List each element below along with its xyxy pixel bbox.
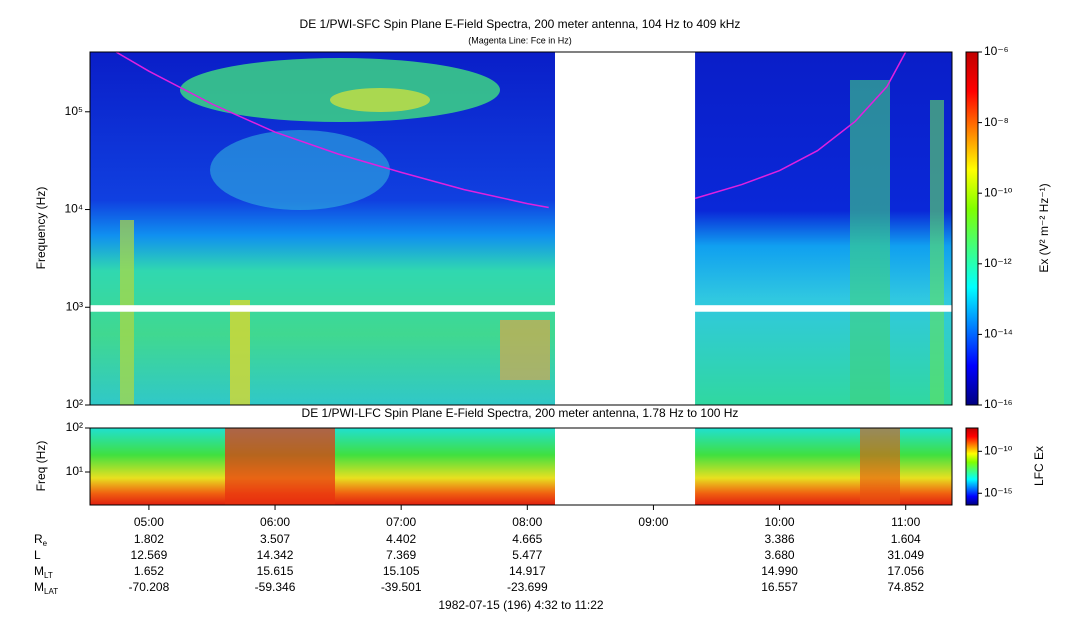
orbit-row-label: MLT <box>34 564 53 580</box>
x-tick-label: 07:00 <box>386 515 416 529</box>
colorbar-tick-label: 10⁻¹⁰ <box>984 185 1013 199</box>
y-axis-label: Frequency (Hz) <box>34 187 48 270</box>
orbit-value: 3.507 <box>260 532 290 546</box>
colorbar-tick-label: 10⁻¹⁰ <box>984 443 1013 457</box>
y-tick-label: 10⁵ <box>65 104 83 118</box>
orbit-row-label: L <box>34 548 41 562</box>
plot-frame <box>89 427 953 506</box>
emission-streak <box>850 80 890 405</box>
orbit-value: 4.665 <box>512 532 542 546</box>
x-tick-label: 10:00 <box>765 515 795 529</box>
y-axis-label: Freq (Hz) <box>34 441 48 492</box>
x-tick-label: 09:00 <box>638 515 668 529</box>
y-tick-label: 10¹ <box>66 464 83 478</box>
emission-streak <box>500 320 550 380</box>
emission-blob <box>180 58 500 122</box>
orbit-value: -23.699 <box>507 580 548 594</box>
frequency-gap <box>90 305 952 312</box>
colorbar-tick-label: 10⁻¹⁴ <box>984 327 1013 341</box>
orbit-value: 15.615 <box>257 564 294 578</box>
emission-streak <box>930 100 944 405</box>
orbit-value: 74.852 <box>887 580 924 594</box>
colorbar-label: Ex (V² m⁻² Hz⁻¹) <box>1037 183 1051 272</box>
colorbar-tick-label: 10⁻¹⁶ <box>984 397 1013 411</box>
orbit-row-label-sub: LT <box>44 571 53 580</box>
colorbar-tick-label: 10⁻⁸ <box>984 115 1009 129</box>
spectrogram-image <box>90 52 952 505</box>
y-tick-label: 10³ <box>66 299 83 313</box>
orbit-value: 3.386 <box>765 532 795 546</box>
emission-blob <box>330 88 430 112</box>
y-tick-label: 10² <box>66 397 83 411</box>
orbit-value: -70.208 <box>129 580 170 594</box>
orbit-row-label-sub: e <box>43 539 48 548</box>
colorbar <box>965 51 979 406</box>
orbit-row-label: MLAT <box>34 580 58 596</box>
orbit-value: 31.049 <box>887 548 924 562</box>
panel-title: DE 1/PWI-SFC Spin Plane E-Field Spectra,… <box>300 17 741 31</box>
panel-title: DE 1/PWI-LFC Spin Plane E-Field Spectra,… <box>302 406 739 420</box>
colorbar-tick-label: 10⁻⁶ <box>984 44 1009 58</box>
orbit-value: 17.056 <box>887 564 924 578</box>
orbit-value: 15.105 <box>383 564 420 578</box>
orbit-row-label-sub: LAT <box>44 587 58 596</box>
panel-subtitle: (Magenta Line: Fce in Hz) <box>468 35 572 45</box>
x-tick-label: 08:00 <box>512 515 542 529</box>
orbit-value: -59.346 <box>255 580 296 594</box>
lfc-spectrum-right <box>695 428 952 505</box>
orbit-row-label: Re <box>34 532 48 548</box>
plot-frame <box>89 51 953 406</box>
orbit-value: 3.680 <box>765 548 795 562</box>
y-tick-label: 10⁴ <box>64 202 83 216</box>
orbit-value: 14.917 <box>509 564 546 578</box>
emission-streak <box>230 300 250 405</box>
orbit-value: 1.802 <box>134 532 164 546</box>
data-gap <box>555 428 696 505</box>
footer: 1982-07-15 (196) 4:32 to 11:22 <box>438 598 604 612</box>
orbit-value: 16.557 <box>761 580 798 594</box>
orbit-value: 14.990 <box>761 564 798 578</box>
x-tick-label: 05:00 <box>134 515 164 529</box>
orbit-value: 5.477 <box>512 548 542 562</box>
orbit-value: 1.604 <box>891 532 921 546</box>
x-tick-label: 06:00 <box>260 515 290 529</box>
colorbar-tick-label: 10⁻¹⁵ <box>984 485 1013 499</box>
emission-streak <box>860 428 900 505</box>
emission-streak <box>225 428 335 505</box>
colorbar <box>965 427 979 506</box>
data-gap <box>555 52 696 405</box>
orbit-value: 14.342 <box>257 548 294 562</box>
y-tick-label: 10² <box>66 420 83 434</box>
sfc-spectrum-right <box>695 52 952 405</box>
x-tick-label: 11:00 <box>891 515 920 529</box>
emission-streak <box>120 220 134 405</box>
colorbar-tick-label: 10⁻¹² <box>984 256 1012 270</box>
orbit-value: 7.369 <box>386 548 416 562</box>
orbit-value: 1.652 <box>134 564 164 578</box>
orbit-value: 4.402 <box>386 532 416 546</box>
fce-line <box>115 51 907 209</box>
orbit-value: 12.569 <box>131 548 168 562</box>
colorbar-label: LFC Ex <box>1032 446 1046 486</box>
orbit-value: -39.501 <box>381 580 422 594</box>
emission-blob <box>210 130 390 210</box>
